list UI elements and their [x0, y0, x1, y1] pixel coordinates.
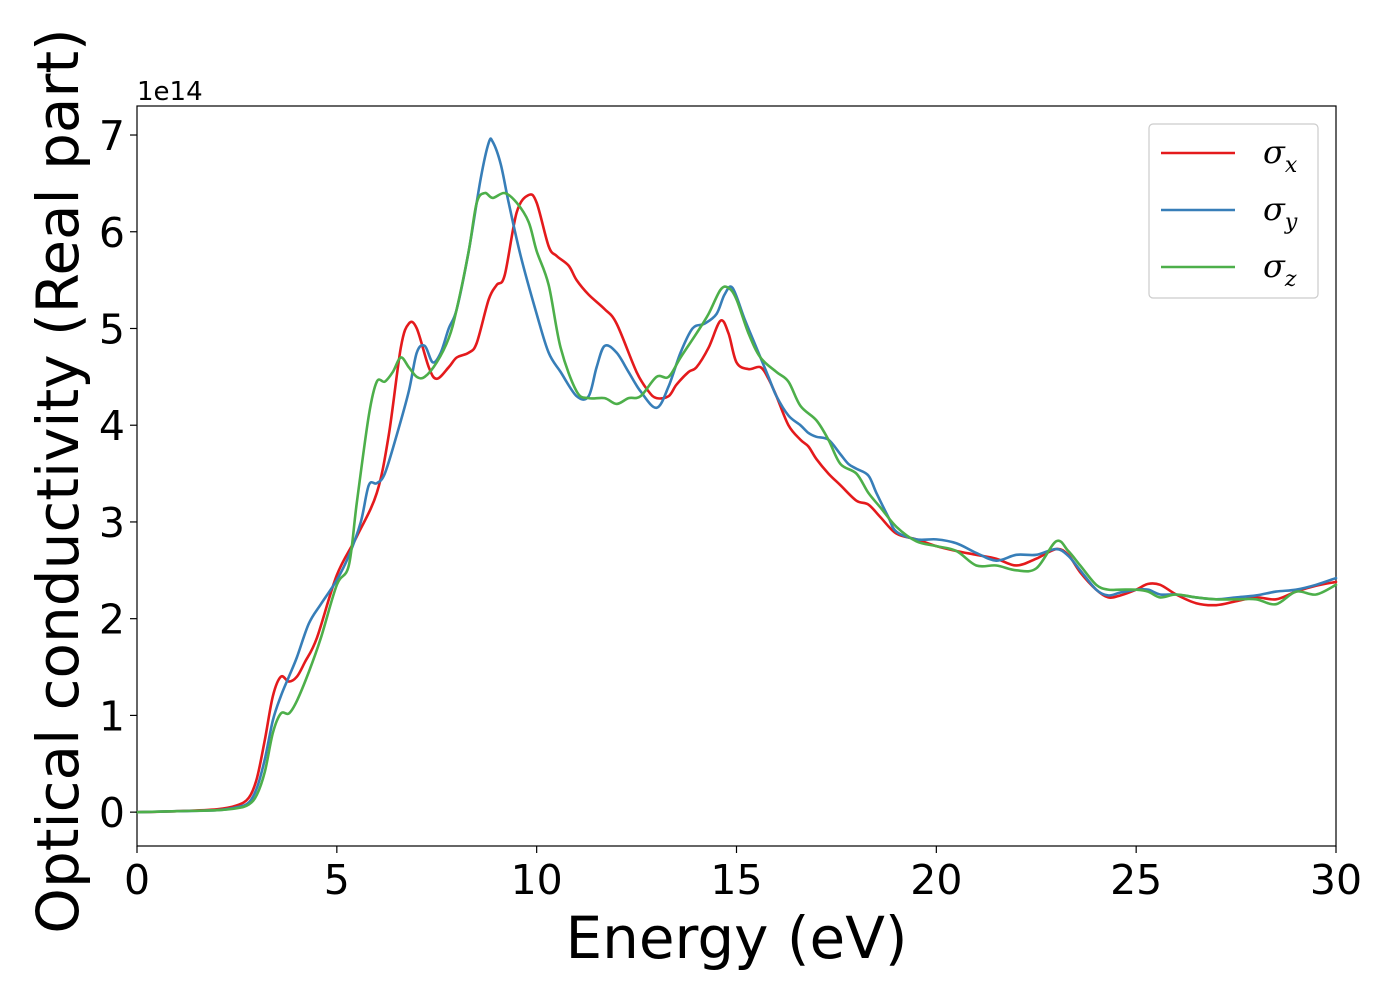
legend-label-y: σy	[1263, 190, 1298, 235]
series-line-z	[135, 191, 1338, 814]
y-tick-label: 5	[99, 305, 125, 353]
y-tick-label: 2	[99, 596, 125, 644]
series-layer	[135, 137, 1338, 814]
y-tick-label: 1	[99, 692, 125, 740]
x-tick-label: 5	[324, 856, 350, 904]
x-tick-label: 25	[1110, 856, 1162, 904]
legend-label-z: σz	[1263, 247, 1297, 292]
legend-label-x: σx	[1263, 133, 1298, 178]
y-tick-label: 0	[99, 789, 125, 837]
x-tick-label: 10	[511, 856, 563, 904]
y-tick-label: 4	[99, 402, 125, 450]
x-tick-label: 20	[910, 856, 962, 904]
y-tick-label: 3	[99, 499, 125, 547]
series-line-y	[135, 137, 1338, 814]
y-tick-label: 7	[99, 112, 125, 160]
y-tick-label: 6	[99, 209, 125, 257]
y-axis-label: Optical conductivity (Real part)	[24, 28, 92, 933]
x-tick-label: 15	[710, 856, 762, 904]
x-tick-label: 30	[1310, 856, 1362, 904]
legend: σx σy σz	[1148, 123, 1319, 299]
x-axis-label: Energy (eV)	[565, 904, 907, 972]
y-axis: 0 1 2 3 4 5 6 7	[99, 112, 137, 837]
x-tick-label: 0	[124, 856, 150, 904]
y-offset-label: 1e14	[137, 77, 203, 107]
x-axis: 0 5 10 15 20 25 30	[124, 846, 1362, 904]
